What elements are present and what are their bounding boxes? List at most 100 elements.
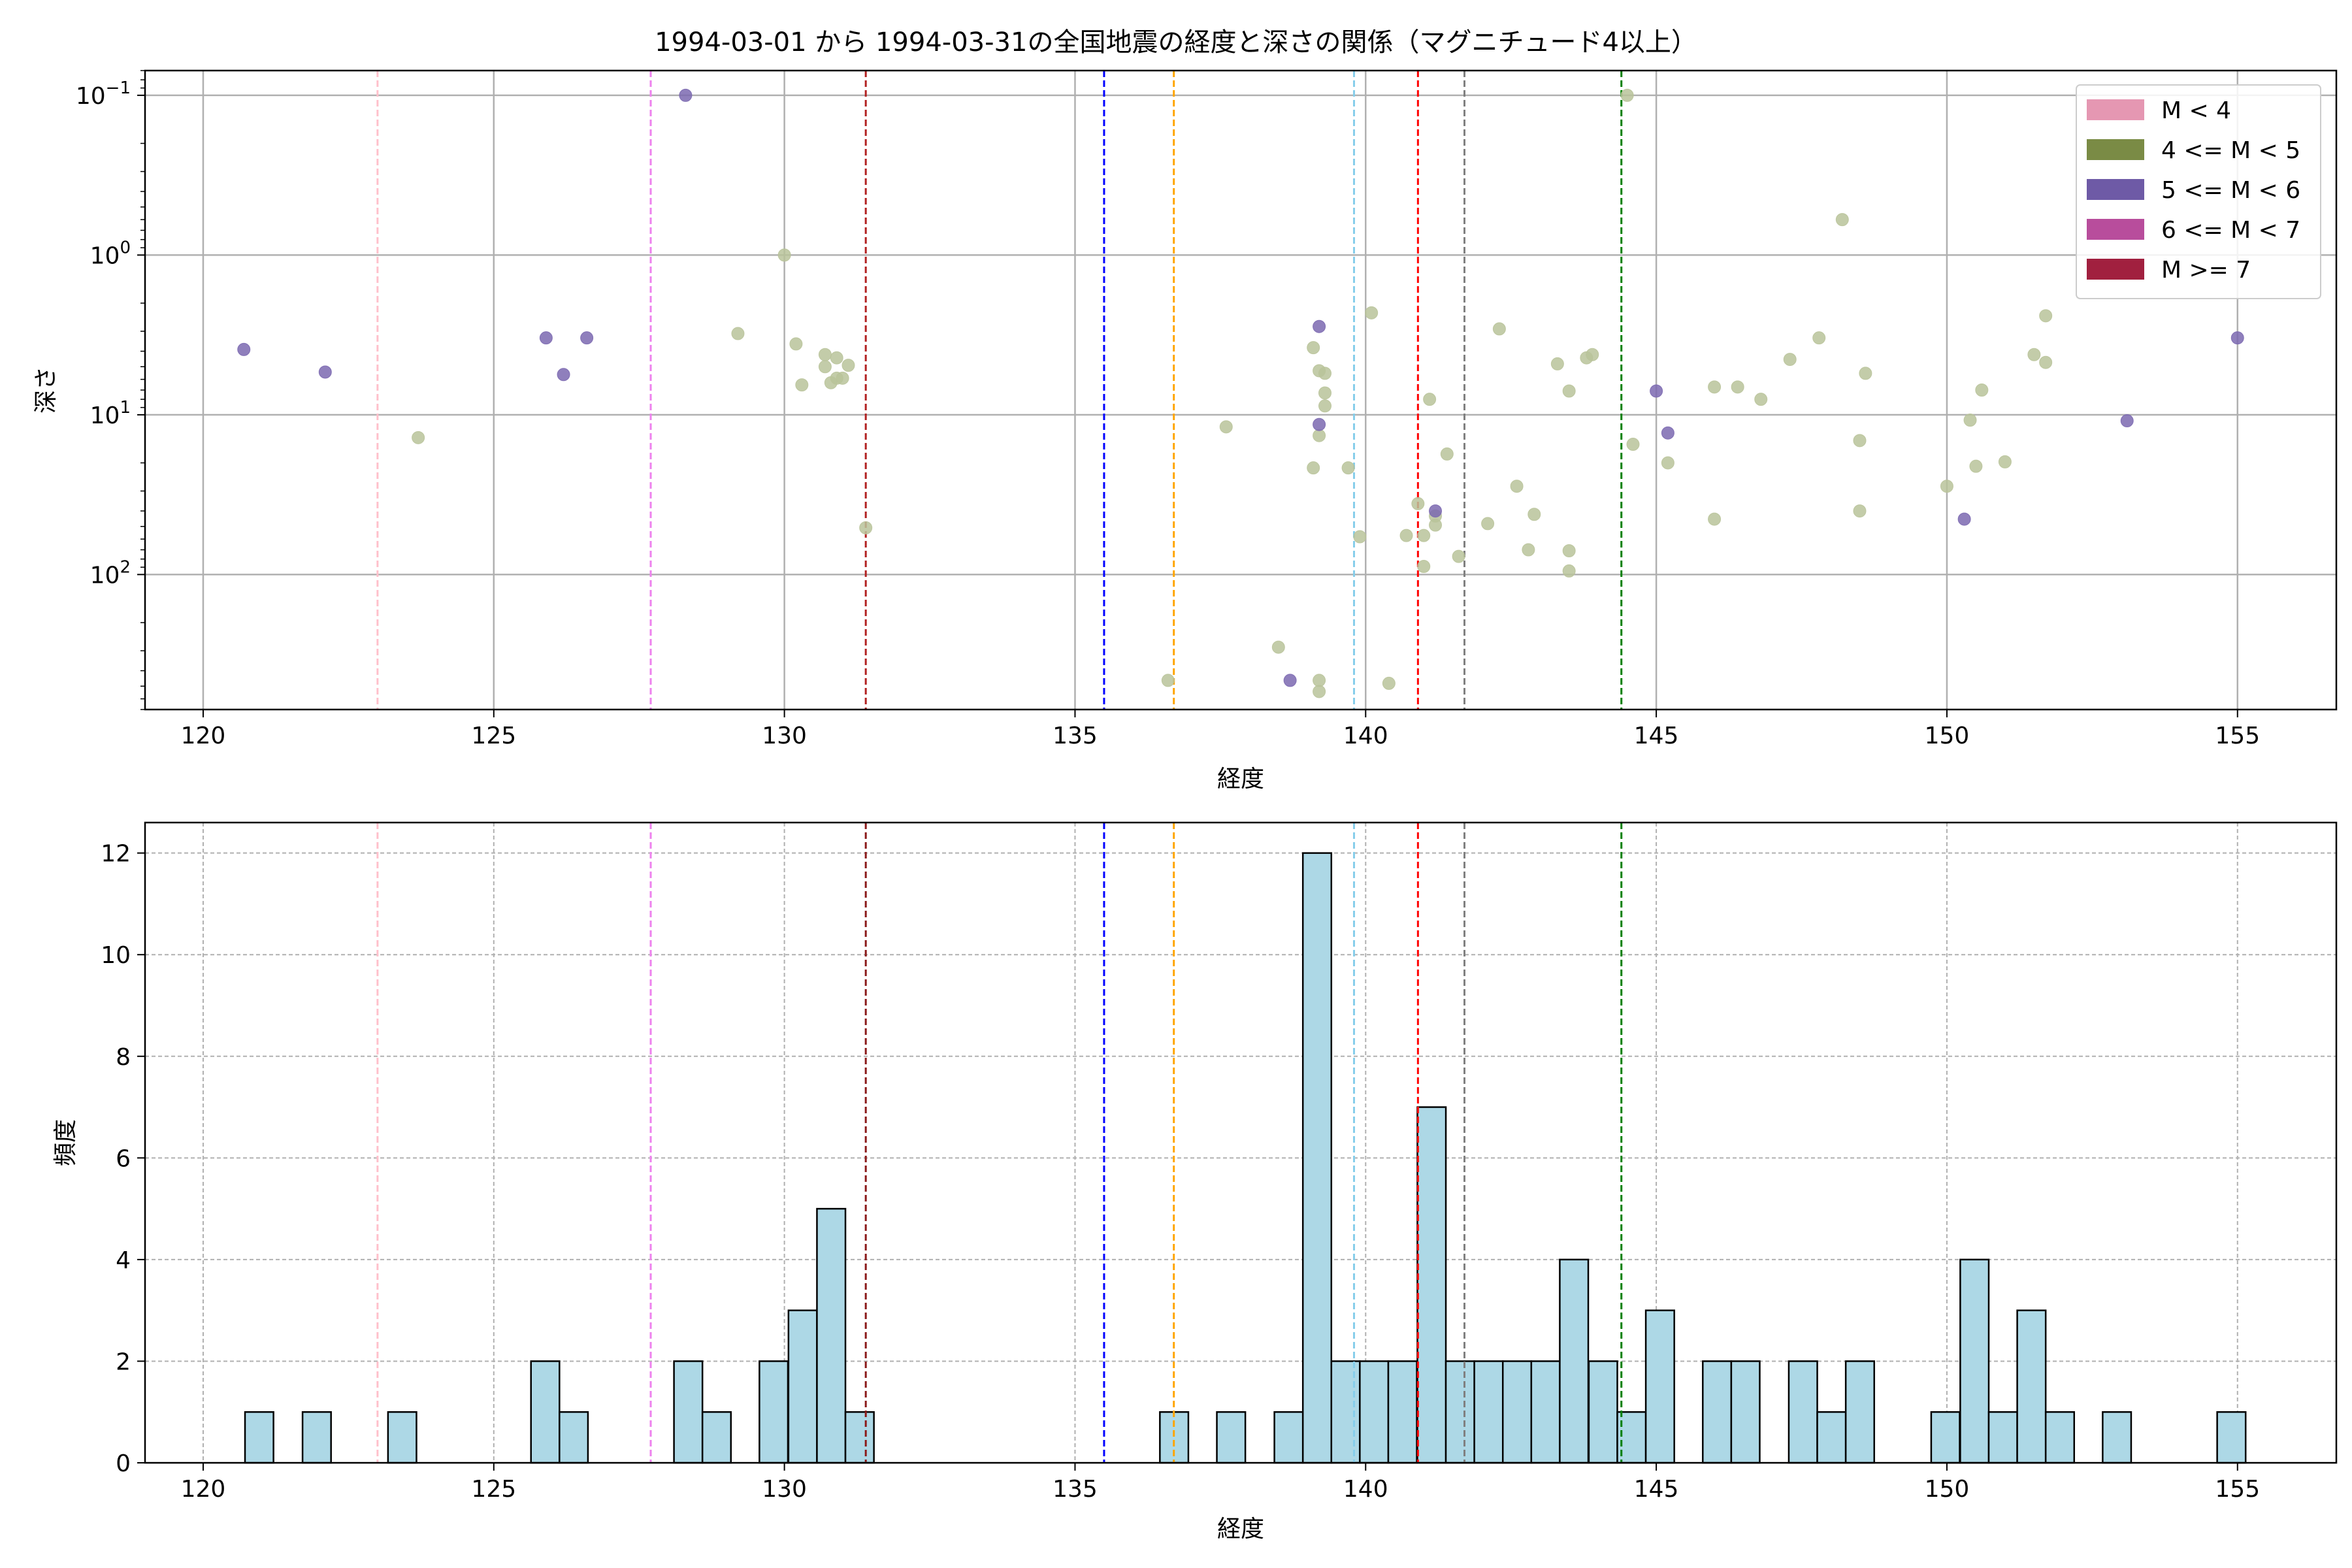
scatter-point xyxy=(1975,384,1989,397)
scatter-point xyxy=(1754,393,1768,406)
scatter-point xyxy=(1586,348,1599,361)
legend-swatch xyxy=(2087,219,2144,240)
histogram-x-tick-label: 150 xyxy=(1925,1476,1970,1503)
histogram-bar xyxy=(2102,1411,2132,1464)
histogram-bar xyxy=(1416,1106,1447,1464)
scatter-point xyxy=(2230,331,2244,345)
scatter-point xyxy=(1835,213,1849,227)
histogram-x-tick-label: 125 xyxy=(471,1476,516,1503)
histogram-x-ticks: 120 125 130 135 140 145 150 155 xyxy=(181,1463,2260,1503)
scatter-point xyxy=(2120,414,2134,428)
legend-label: 4 <= M < 5 xyxy=(2161,137,2300,164)
magnitude-legend: M < 4 4 <= M < 5 5 <= M < 6 6 <= M < 7 M >= … xyxy=(2076,84,2321,299)
scatter-point xyxy=(1271,640,1285,654)
scatter-point xyxy=(1853,504,1867,518)
scatter-point xyxy=(1365,306,1379,319)
histogram-bar xyxy=(816,1207,847,1464)
scatter-point xyxy=(1620,88,1634,102)
histogram-bar xyxy=(1445,1360,1475,1464)
scatter-point xyxy=(1527,508,1541,521)
histogram-bar xyxy=(1559,1258,1590,1464)
scatter-point xyxy=(1423,393,1437,406)
histogram-x-tick-label: 140 xyxy=(1343,1476,1388,1503)
scatter-y-tick-label: 101 xyxy=(90,398,131,429)
histogram-y-tick-label: 8 xyxy=(116,1044,131,1071)
scatter-point xyxy=(237,342,251,356)
scatter-x-tick-label: 140 xyxy=(1343,723,1388,749)
histogram-bar xyxy=(844,1411,875,1464)
scatter-point xyxy=(1550,357,1564,370)
scatter-point xyxy=(1853,434,1867,448)
histogram-x-tick-label: 120 xyxy=(181,1476,226,1503)
legend-label: M >= 7 xyxy=(2161,257,2251,284)
legend-label: 6 <= M < 7 xyxy=(2161,217,2300,244)
histogram-bar xyxy=(1930,1411,1961,1464)
scatter-point xyxy=(1161,674,1175,687)
histogram-bar xyxy=(1588,1360,1618,1464)
histogram-bar xyxy=(1987,1411,2018,1464)
histogram-bar xyxy=(301,1411,332,1464)
histogram-bar xyxy=(673,1360,704,1464)
legend-label: 5 <= M < 6 xyxy=(2161,177,2300,204)
scatter-y-axis-label: 深さ xyxy=(33,367,59,414)
histogram-bars xyxy=(244,852,2247,1464)
scatter-x-tick-label: 120 xyxy=(181,723,226,749)
scatter-point xyxy=(679,88,693,102)
scatter-point xyxy=(1708,380,1722,394)
scatter-point xyxy=(1411,497,1425,510)
scatter-x-ticks: 120 125 130 135 140 145 150 155 xyxy=(181,710,2260,749)
histogram-y-tick-label: 4 xyxy=(116,1247,131,1274)
histogram-bar xyxy=(1301,852,1333,1464)
scatter-points xyxy=(237,88,2244,698)
longitude-histogram-chart: 120 125 130 135 140 145 150 155 0 2 4 6 8 10 12 経度 頻度 xyxy=(52,821,2338,1543)
scatter-point xyxy=(1307,461,1320,475)
scatter-point xyxy=(818,348,832,361)
scatter-point xyxy=(795,378,809,392)
histogram-bar xyxy=(1816,1411,1847,1464)
legend-swatch xyxy=(2087,179,2144,200)
histogram-plot-frame xyxy=(144,821,2338,1464)
scatter-x-tick-label: 125 xyxy=(471,723,516,749)
scatter-point xyxy=(1969,459,1983,473)
scatter-point xyxy=(1399,529,1413,542)
histogram-plot-area xyxy=(145,823,2336,1463)
scatter-point xyxy=(1562,564,1576,578)
scatter-point xyxy=(412,431,425,444)
scatter-point xyxy=(1440,447,1454,461)
histogram-y-ticks: 0 2 4 6 8 10 12 xyxy=(101,841,145,1477)
histogram-bar xyxy=(530,1360,561,1464)
scatter-point xyxy=(1318,399,1331,413)
histogram-bar xyxy=(1644,1309,1675,1464)
scatter-point xyxy=(1998,455,2012,468)
scatter-point xyxy=(2039,309,2053,323)
scatter-point xyxy=(1219,420,1233,434)
scatter-point xyxy=(1452,549,1465,563)
scatter-point xyxy=(830,351,843,365)
scatter-point xyxy=(1661,456,1674,470)
scatter-y-tick-label: 102 xyxy=(90,557,131,589)
histogram-bar xyxy=(1216,1411,1247,1464)
scatter-point xyxy=(1650,384,1663,398)
histogram-y-tick-label: 0 xyxy=(116,1450,131,1477)
scatter-point xyxy=(1492,322,1506,336)
scatter-point xyxy=(777,248,791,262)
histogram-bar xyxy=(1387,1360,1418,1464)
histogram-y-axis-label: 頻度 xyxy=(52,1119,79,1166)
chart-title: 1994-03-01 から 1994-03-31の全国地震の経度と深さの関係（マ… xyxy=(655,27,1697,57)
histogram-x-tick-label: 135 xyxy=(1053,1476,1098,1503)
scatter-point xyxy=(841,359,855,372)
scatter-point xyxy=(859,521,873,534)
scatter-point xyxy=(2039,355,2053,369)
histogram-bar xyxy=(2044,1411,2076,1464)
scatter-x-tick-label: 130 xyxy=(762,723,807,749)
scatter-point xyxy=(1510,480,1524,493)
histogram-bar xyxy=(1844,1360,1875,1464)
scatter-point xyxy=(1940,480,1953,493)
scatter-point xyxy=(1562,384,1576,398)
scatter-x-axis-label: 経度 xyxy=(1217,766,1264,792)
scatter-plot-frame xyxy=(144,69,2338,711)
scatter-point xyxy=(557,368,570,382)
scatter-y-tick-label: 10−1 xyxy=(76,78,131,110)
scatter-point xyxy=(789,337,803,351)
